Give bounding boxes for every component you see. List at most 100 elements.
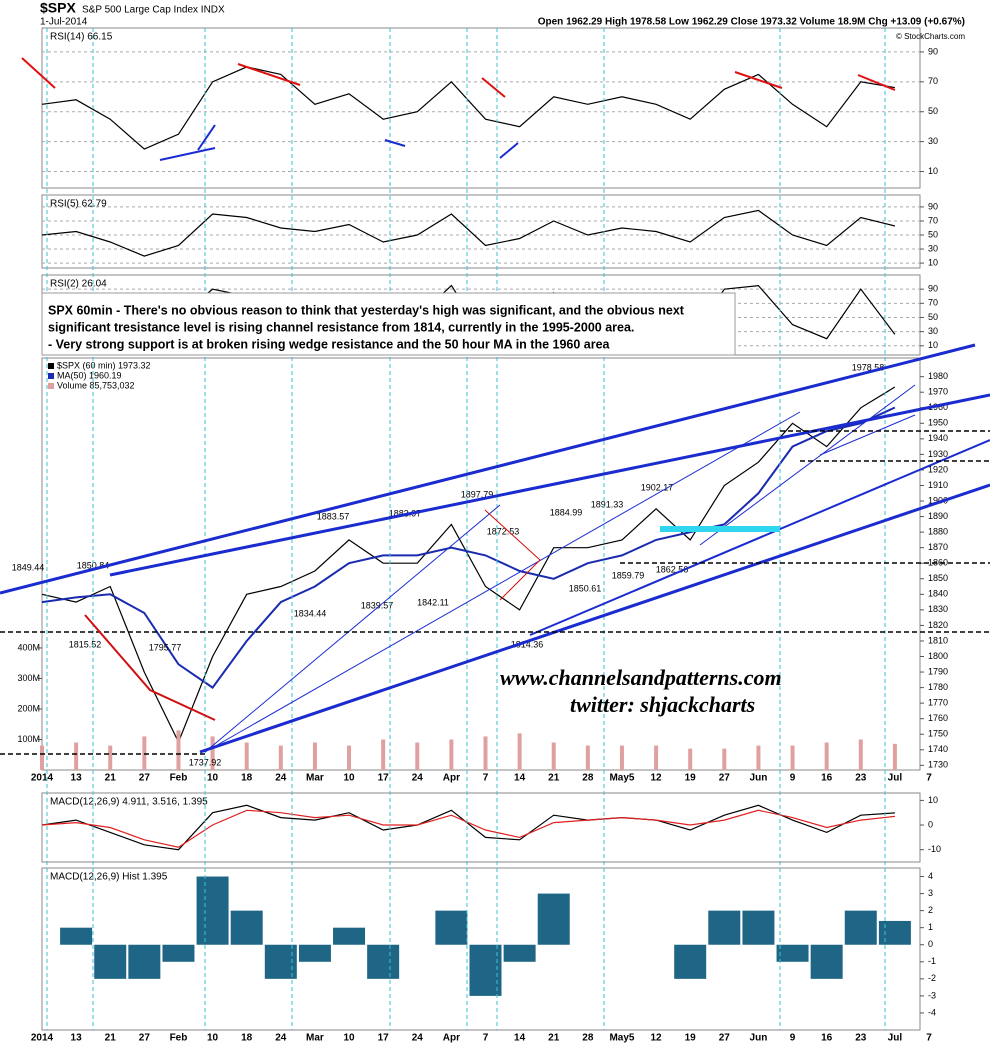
volume-bar <box>892 743 897 770</box>
price-annotation: 1737.92 <box>189 757 222 767</box>
y-tick-label: 1910 <box>928 480 948 490</box>
hist-bar <box>503 944 536 962</box>
x-tick-label: 28 <box>582 1033 594 1044</box>
x-tick-label: Jun <box>750 1033 768 1044</box>
series-line <box>41 809 895 848</box>
x-tick-label: 19 <box>685 1033 697 1044</box>
volume-bar <box>176 730 181 770</box>
y2-tick-label: 200M <box>17 703 40 713</box>
x-tick-label: 21 <box>105 1033 117 1044</box>
volume-bar <box>517 733 522 770</box>
y-tick-label: 1860 <box>928 558 948 568</box>
y-tick-label: -4 <box>928 1007 936 1017</box>
volume-bar <box>756 745 761 770</box>
price-annotation: 1839.57 <box>361 600 394 610</box>
volume-bar <box>381 739 386 770</box>
y-tick-label: 1760 <box>928 713 948 723</box>
arrow <box>384 139 406 147</box>
y-tick-label: 1880 <box>928 527 948 537</box>
y-tick-label: 1830 <box>928 604 948 614</box>
volume-bar <box>74 742 79 770</box>
price-annotation: 1862.56 <box>656 564 689 574</box>
hist-bar <box>776 944 809 962</box>
hist-bar <box>537 893 570 945</box>
arrow <box>237 63 301 86</box>
x-tick-label: 17 <box>378 773 390 784</box>
price-annotation: 1795.77 <box>149 642 182 652</box>
legend-swatch <box>48 383 54 389</box>
x-tick-label: 21 <box>105 773 117 784</box>
watermark: www.channelsandpatterns.com <box>500 665 782 690</box>
hist-bar <box>298 944 331 962</box>
volume-bar <box>551 742 556 770</box>
note-line: significant tresistance level is rising … <box>48 320 634 334</box>
y2-tick-label: 400M <box>17 642 40 652</box>
x-tick-label: 7 <box>483 773 489 784</box>
volume-bar <box>415 742 420 770</box>
y-tick-label: 1820 <box>928 620 948 630</box>
panel-frame <box>41 867 921 1031</box>
price-annotation: 1814.36 <box>511 639 544 649</box>
hist-bar <box>196 876 229 945</box>
thin-line <box>204 411 801 753</box>
y-tick-label: 10 <box>928 340 938 350</box>
note-line: SPX 60min - There's no obvious reason to… <box>48 303 685 317</box>
y-tick-label: 50 <box>928 229 938 239</box>
panel-frame <box>41 27 921 189</box>
y-tick-label: 1740 <box>928 744 948 754</box>
hist-bar <box>708 910 741 945</box>
vertical-markers <box>46 28 886 1030</box>
y-tick-label: -2 <box>928 973 936 983</box>
wedge-line <box>84 614 216 721</box>
volume-bar <box>210 736 215 770</box>
thin-line <box>204 504 501 753</box>
credit: © StockCharts.com <box>896 32 965 41</box>
volume-bar <box>824 742 829 770</box>
symbol: $SPX <box>40 0 76 16</box>
x-tick-label: May5 <box>609 1033 634 1044</box>
x-tick-label: Jun <box>750 773 768 784</box>
note-box <box>41 292 736 356</box>
x-tick-label: Mar <box>306 773 324 784</box>
x-tick-label: Mar <box>306 1033 324 1044</box>
panel-frame <box>41 194 921 269</box>
volume-bar <box>790 745 795 770</box>
volume-bar <box>585 745 590 770</box>
hist-bar <box>810 944 843 979</box>
y-tick-label: 1 <box>928 922 933 932</box>
price-annotation: 1849.44 <box>12 562 45 572</box>
volume-bar <box>688 748 693 770</box>
arrow <box>197 124 216 151</box>
volume-bar <box>722 748 727 770</box>
index-name: S&P 500 Large Cap Index INDX <box>82 5 225 16</box>
y-tick-label: 1970 <box>928 387 948 397</box>
y-tick-label: 90 <box>928 201 938 211</box>
hist-bar <box>469 944 502 996</box>
panel-title: RSI(5) 62.79 <box>50 199 107 210</box>
volume-bar <box>40 745 44 770</box>
x-tick-label: 27 <box>139 773 151 784</box>
hist-bar <box>367 944 400 979</box>
y-tick-label: 1900 <box>928 495 948 505</box>
y-tick-label: 70 <box>928 298 938 308</box>
panel-title: MACD(12,26,9) Hist 1.395 <box>50 872 168 883</box>
volume-bar <box>654 745 659 770</box>
y-tick-label: 50 <box>928 312 938 322</box>
y-tick-label: 50 <box>928 106 938 116</box>
x-tick-label: 21 <box>548 1033 560 1044</box>
arrow <box>21 57 56 89</box>
x-tick-label: 9 <box>790 1033 796 1044</box>
series-line <box>41 209 896 257</box>
x-tick-label: 14 <box>514 773 526 784</box>
hist-bar <box>162 944 195 962</box>
x-tick-label: 24 <box>275 773 287 784</box>
price-annotation: 1834.44 <box>294 608 327 618</box>
x-tick-label: Feb <box>170 773 188 784</box>
legend-swatch <box>48 363 54 369</box>
price-annotation: 1850.84 <box>77 560 110 570</box>
x-tick-label: Jul <box>888 773 903 784</box>
legend-label: MA(50) 1960.19 <box>57 370 122 380</box>
x-tick-label: 14 <box>514 1033 526 1044</box>
